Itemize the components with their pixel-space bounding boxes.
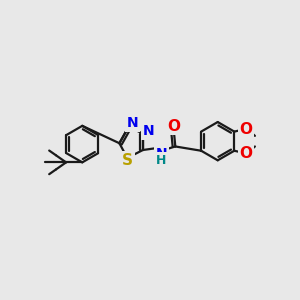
Text: N: N bbox=[127, 116, 139, 130]
Text: N: N bbox=[142, 124, 154, 138]
Text: O: O bbox=[240, 146, 253, 160]
Text: S: S bbox=[122, 152, 133, 167]
Text: O: O bbox=[167, 118, 180, 134]
Text: O: O bbox=[240, 122, 253, 137]
Text: H: H bbox=[156, 154, 167, 167]
Text: N: N bbox=[156, 147, 167, 161]
